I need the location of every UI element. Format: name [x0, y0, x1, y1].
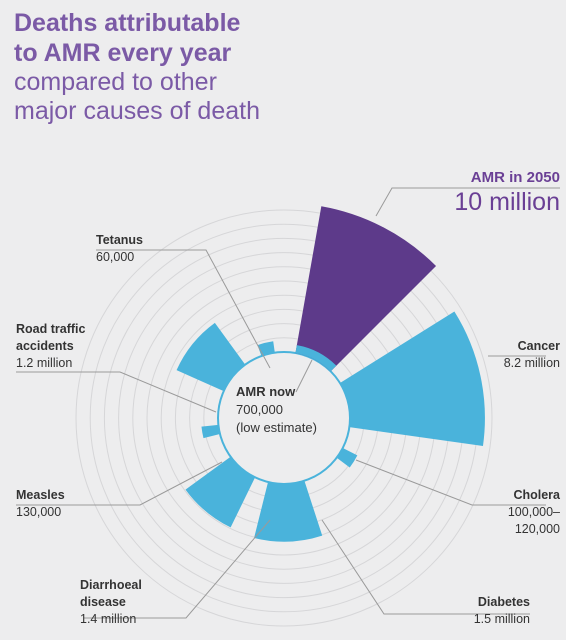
slice-amr-in-2050 [295, 206, 437, 372]
title-light-line-1: compared to other [14, 68, 217, 96]
tetanus-name: Tetanus [96, 233, 143, 247]
measles-value: 130,000 [16, 505, 62, 519]
tetanus-value: 60,000 [96, 250, 135, 264]
leader-cholera [355, 459, 546, 506]
title-bold-line-1: Deaths attributable [14, 9, 241, 37]
amr-2050-name: AMR in 2050 [470, 169, 560, 186]
label-diabetes: Diabetes 1.5 million [474, 594, 530, 628]
road-value: 1.2 million [16, 356, 73, 370]
title-bold-line-2: to AMR every year [14, 39, 232, 67]
label-road-traffic: Road traffic accidents 1.2 million [16, 321, 85, 372]
leader-diarrhoeal [84, 519, 271, 619]
amr-2050-value: 10 million [454, 188, 560, 216]
cholera-value-2: 120,000 [514, 522, 560, 536]
label-amr-now: AMR now 700,000 (low estimate) [236, 383, 317, 437]
slice-diabetes [254, 480, 323, 542]
road-name-1: Road traffic [16, 322, 86, 336]
amr-now-value: 700,000 [236, 402, 283, 417]
road-name-2: accidents [16, 339, 74, 353]
label-amr-2050: AMR in 2050 10 million [454, 168, 560, 216]
amr-now-name: AMR now [236, 384, 296, 399]
leader-tetanus [96, 249, 271, 369]
slice-road-traffic-accidents [176, 322, 246, 392]
slice-measles [201, 424, 220, 439]
leader-amr-2050 [375, 187, 560, 217]
leader-lines [16, 187, 560, 619]
chart-title: Deaths attributable to AMR every year co… [14, 8, 374, 126]
measles-name: Measles [16, 488, 65, 502]
label-cholera: Cholera 100,000– 120,000 [508, 487, 560, 538]
label-measles: Measles 130,000 [16, 487, 65, 521]
leader-diabetes [321, 519, 530, 615]
cancer-name: Cancer [517, 339, 560, 353]
cholera-value-1: 100,000– [507, 505, 560, 519]
amr-now-note: (low estimate) [236, 420, 317, 435]
leader-measles [16, 461, 223, 506]
diabetes-name: Diabetes [477, 595, 530, 609]
grid-ring-10 [75, 209, 493, 627]
label-tetanus: Tetanus 60,000 [96, 232, 143, 266]
cancer-value: 8.2 million [503, 356, 560, 370]
cholera-name: Cholera [513, 488, 560, 502]
diabetes-value: 1.5 million [473, 612, 530, 626]
chart-slices [176, 206, 485, 542]
slice-cancer [339, 311, 485, 446]
title-light-line-2: major causes of death [14, 97, 260, 125]
diarrhoeal-name-2: disease [80, 595, 126, 609]
diarrhoeal-value: 1.4 million [80, 612, 137, 626]
slice-cholera [336, 447, 358, 468]
label-diarrhoeal: Diarrhoeal disease 1.4 million [80, 577, 142, 628]
leader-amr-now [295, 359, 313, 393]
label-cancer: Cancer 8.2 million [504, 338, 560, 372]
slice-diarrhoeal-disease [185, 456, 256, 528]
leader-road [16, 371, 217, 413]
slice-amr-now [295, 345, 337, 372]
diarrhoeal-name-1: Diarrhoeal [80, 578, 142, 592]
